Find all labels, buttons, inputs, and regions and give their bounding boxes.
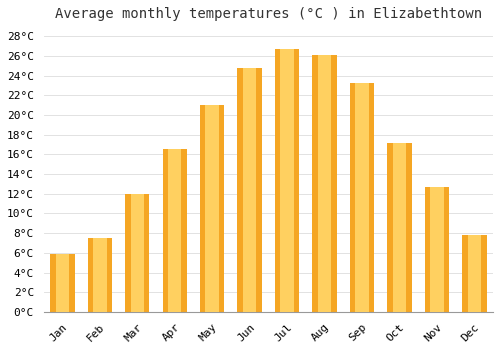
Bar — [88, 238, 112, 312]
Bar — [168, 149, 181, 312]
Bar — [130, 194, 144, 312]
Bar — [56, 254, 69, 312]
Bar — [275, 49, 299, 312]
Bar — [424, 187, 449, 312]
Bar — [388, 142, 411, 312]
Bar — [200, 105, 224, 312]
Bar — [462, 235, 486, 312]
Bar — [50, 254, 74, 312]
Bar — [243, 68, 256, 312]
Bar — [312, 55, 336, 312]
Bar — [162, 149, 187, 312]
Bar — [125, 194, 150, 312]
Bar — [356, 83, 368, 312]
Bar — [468, 235, 481, 312]
Bar — [93, 238, 106, 312]
Bar — [392, 142, 406, 312]
Bar — [430, 187, 444, 312]
Title: Average monthly temperatures (°C ) in Elizabethtown: Average monthly temperatures (°C ) in El… — [55, 7, 482, 21]
Bar — [238, 68, 262, 312]
Bar — [206, 105, 219, 312]
Bar — [280, 49, 294, 312]
Bar — [318, 55, 331, 312]
Bar — [350, 83, 374, 312]
